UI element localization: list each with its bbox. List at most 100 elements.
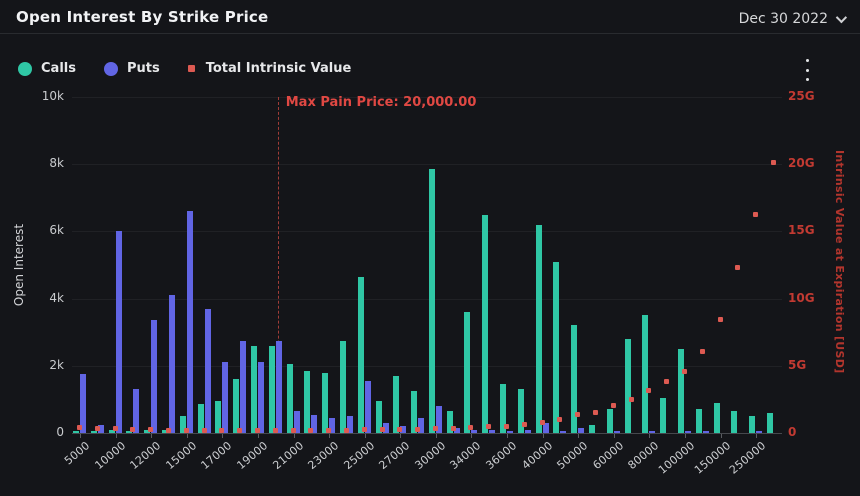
- puts-bar[interactable]: [560, 431, 567, 433]
- intrinsic-marker[interactable]: [450, 425, 456, 431]
- calls-bar[interactable]: [304, 370, 311, 433]
- intrinsic-marker[interactable]: [753, 211, 759, 217]
- legend-item-calls[interactable]: Calls: [18, 61, 76, 76]
- puts-bar[interactable]: [257, 362, 264, 433]
- puts-bar[interactable]: [524, 429, 531, 433]
- puts-bar[interactable]: [613, 431, 620, 433]
- calls-bar[interactable]: [713, 402, 720, 433]
- puts-bar[interactable]: [186, 211, 193, 433]
- kebab-menu-icon[interactable]: [798, 57, 816, 83]
- intrinsic-marker[interactable]: [575, 412, 581, 418]
- puts-bar[interactable]: [489, 429, 496, 433]
- puts-bar[interactable]: [151, 320, 158, 433]
- calls-bar[interactable]: [500, 384, 507, 433]
- calls-bar[interactable]: [660, 397, 667, 433]
- calls-bar[interactable]: [428, 169, 435, 433]
- calls-bar[interactable]: [624, 338, 631, 433]
- intrinsic-marker[interactable]: [219, 428, 225, 434]
- calls-bar[interactable]: [517, 389, 524, 433]
- puts-bar[interactable]: [168, 295, 175, 433]
- puts-bar[interactable]: [364, 380, 371, 433]
- puts-bar[interactable]: [453, 427, 460, 433]
- intrinsic-marker[interactable]: [717, 317, 723, 323]
- puts-bar[interactable]: [80, 374, 86, 433]
- puts-bar[interactable]: [685, 431, 692, 433]
- intrinsic-marker[interactable]: [201, 428, 207, 434]
- puts-bar[interactable]: [133, 389, 140, 433]
- puts-bar[interactable]: [542, 422, 549, 433]
- calls-bar[interactable]: [411, 391, 418, 433]
- calls-bar[interactable]: [571, 325, 578, 433]
- intrinsic-marker[interactable]: [628, 396, 634, 402]
- puts-bar[interactable]: [649, 431, 656, 433]
- calls-bar[interactable]: [90, 431, 97, 433]
- intrinsic-marker[interactable]: [664, 378, 670, 384]
- intrinsic-marker[interactable]: [237, 428, 243, 434]
- intrinsic-marker[interactable]: [308, 428, 314, 434]
- calls-bar[interactable]: [749, 416, 756, 433]
- intrinsic-marker[interactable]: [326, 427, 332, 433]
- calls-bar[interactable]: [678, 349, 685, 433]
- intrinsic-marker[interactable]: [593, 410, 599, 416]
- puts-bar[interactable]: [115, 231, 122, 433]
- calls-bar[interactable]: [108, 429, 115, 433]
- intrinsic-marker[interactable]: [504, 423, 510, 429]
- legend-item-intrinsic[interactable]: Total Intrinsic Value: [187, 61, 351, 76]
- intrinsic-marker[interactable]: [432, 426, 438, 432]
- calls-bar[interactable]: [197, 404, 204, 433]
- puts-bar[interactable]: [204, 308, 211, 433]
- intrinsic-marker[interactable]: [343, 427, 349, 433]
- intrinsic-marker[interactable]: [682, 368, 688, 374]
- puts-bar[interactable]: [346, 416, 353, 433]
- calls-bar[interactable]: [393, 375, 400, 433]
- calls-bar[interactable]: [286, 364, 293, 433]
- calls-bar[interactable]: [731, 411, 738, 433]
- puts-bar[interactable]: [240, 340, 247, 433]
- puts-bar[interactable]: [418, 417, 425, 433]
- calls-bar[interactable]: [642, 315, 649, 433]
- date-selector[interactable]: Dec 30 2022: [739, 8, 848, 30]
- calls-bar[interactable]: [144, 429, 151, 433]
- calls-bar[interactable]: [482, 214, 489, 433]
- calls-bar[interactable]: [322, 372, 329, 433]
- intrinsic-marker[interactable]: [735, 265, 741, 271]
- calls-bar[interactable]: [553, 261, 560, 433]
- puts-bar[interactable]: [756, 431, 763, 433]
- puts-bar[interactable]: [702, 431, 709, 433]
- intrinsic-marker[interactable]: [397, 426, 403, 432]
- intrinsic-marker[interactable]: [183, 427, 189, 433]
- calls-bar[interactable]: [268, 345, 275, 433]
- calls-bar[interactable]: [695, 409, 702, 433]
- puts-bar[interactable]: [275, 340, 282, 433]
- calls-bar[interactable]: [179, 416, 186, 433]
- puts-bar[interactable]: [507, 431, 514, 433]
- intrinsic-marker[interactable]: [771, 159, 776, 165]
- calls-bar[interactable]: [161, 429, 168, 433]
- intrinsic-marker[interactable]: [486, 424, 492, 430]
- intrinsic-marker[interactable]: [539, 419, 545, 425]
- intrinsic-marker[interactable]: [272, 428, 278, 434]
- intrinsic-marker[interactable]: [415, 426, 421, 432]
- intrinsic-marker[interactable]: [610, 403, 616, 409]
- intrinsic-marker[interactable]: [646, 388, 652, 393]
- intrinsic-marker[interactable]: [290, 428, 296, 434]
- intrinsic-marker[interactable]: [94, 425, 100, 431]
- calls-bar[interactable]: [339, 340, 346, 433]
- puts-bar[interactable]: [293, 411, 300, 433]
- intrinsic-marker[interactable]: [699, 349, 705, 355]
- intrinsic-marker[interactable]: [77, 424, 82, 430]
- puts-bar[interactable]: [329, 417, 336, 433]
- puts-bar[interactable]: [400, 426, 407, 433]
- legend-item-puts[interactable]: Puts: [103, 61, 160, 76]
- intrinsic-marker[interactable]: [165, 427, 171, 433]
- intrinsic-marker[interactable]: [130, 426, 136, 432]
- calls-bar[interactable]: [233, 379, 240, 433]
- calls-bar[interactable]: [357, 276, 364, 433]
- intrinsic-marker[interactable]: [254, 428, 260, 434]
- intrinsic-marker[interactable]: [468, 424, 474, 430]
- puts-bar[interactable]: [311, 414, 318, 433]
- calls-bar[interactable]: [375, 401, 382, 433]
- calls-bar[interactable]: [215, 401, 222, 433]
- calls-bar[interactable]: [767, 412, 773, 433]
- intrinsic-marker[interactable]: [379, 426, 385, 432]
